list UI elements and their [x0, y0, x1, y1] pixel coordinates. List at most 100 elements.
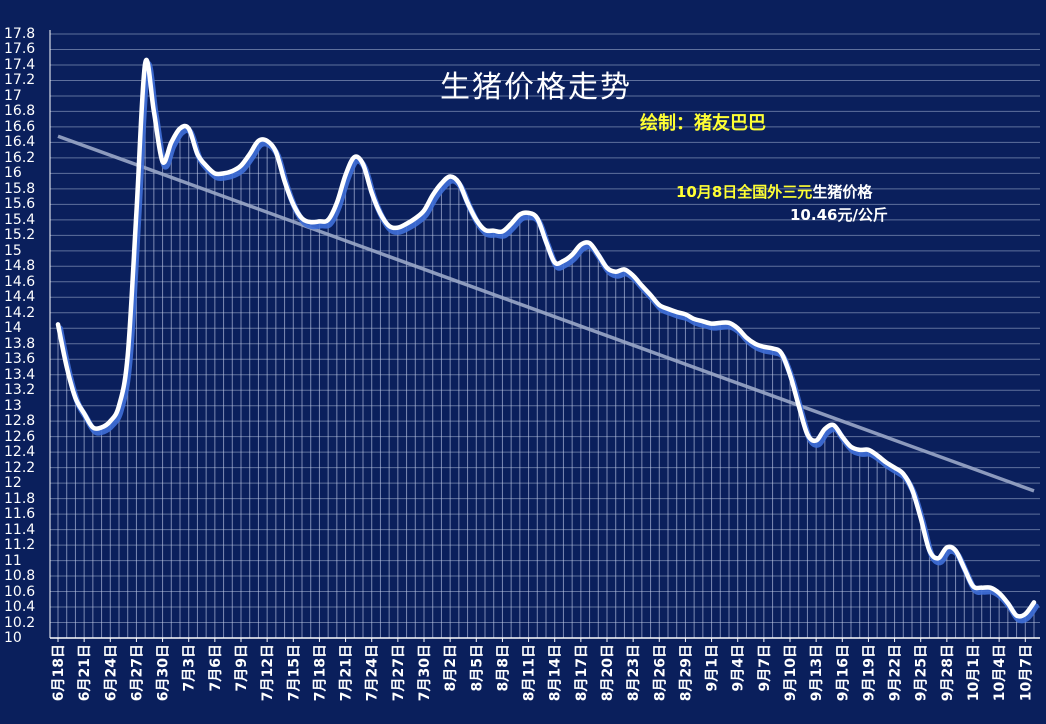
x-tick-label: 7月30日	[417, 644, 433, 701]
y-tick-label: 16.2	[4, 149, 36, 166]
data-point	[326, 218, 330, 222]
y-tick-label: 10.6	[4, 583, 36, 600]
data-point	[361, 162, 365, 166]
data-point	[178, 126, 182, 130]
data-point	[483, 228, 487, 232]
data-point	[866, 448, 870, 452]
data-point	[954, 548, 958, 552]
x-tick-label: 10月7日	[1018, 644, 1034, 701]
data-point	[605, 266, 609, 270]
data-point	[666, 307, 670, 311]
data-point	[971, 584, 975, 588]
data-point	[509, 222, 513, 226]
y-tick-label: 11.2	[4, 537, 36, 554]
x-tick-label: 9月10日	[783, 644, 799, 701]
data-point	[596, 253, 600, 257]
data-point	[814, 439, 818, 443]
data-point	[405, 222, 409, 226]
data-point	[919, 516, 923, 520]
data-point	[962, 566, 966, 570]
price-annotation-line1: 10月8日全国外三元生猪价格	[676, 181, 872, 202]
x-tick-label: 8月20日	[600, 644, 616, 701]
data-point	[579, 243, 583, 247]
y-tick-label: 15.8	[4, 180, 36, 197]
data-point	[988, 586, 992, 590]
data-point	[500, 229, 504, 233]
y-tick-label: 10	[4, 630, 22, 646]
data-point	[439, 181, 443, 185]
x-tick-label: 9月13日	[809, 644, 825, 701]
data-point	[230, 169, 234, 173]
price-annotation-highlight: 10月8日全国外三元	[676, 183, 813, 201]
data-point	[701, 319, 705, 323]
data-point	[570, 253, 574, 257]
data-point	[352, 155, 356, 159]
y-tick-label: 13.6	[4, 351, 36, 368]
data-point	[300, 216, 304, 220]
y-tick-label: 17.4	[4, 56, 36, 73]
y-tick-label: 12	[4, 475, 22, 492]
y-tick-label: 15.2	[4, 227, 36, 244]
x-tick-label: 6月27日	[129, 644, 145, 701]
data-point	[797, 404, 801, 408]
y-tick-label: 16.6	[4, 118, 36, 135]
data-point	[344, 173, 348, 177]
data-point	[108, 419, 112, 423]
data-point	[753, 342, 757, 346]
data-point	[1006, 601, 1010, 605]
data-point	[858, 448, 862, 452]
data-point	[683, 312, 687, 316]
x-tick-label: 8月2日	[443, 644, 459, 691]
y-tick-label: 12.2	[4, 459, 36, 476]
y-tick-label: 14.6	[4, 273, 36, 290]
y-tick-label: 17.2	[4, 72, 36, 89]
y-tick-label: 10.8	[4, 568, 36, 585]
y-tick-label: 16.8	[4, 103, 36, 120]
data-point	[126, 353, 130, 357]
data-point	[274, 150, 278, 154]
data-point	[823, 427, 827, 431]
x-tick-label: 8月29日	[678, 644, 694, 701]
data-point	[396, 226, 400, 230]
y-tick-label: 14.2	[4, 304, 36, 321]
data-point	[631, 274, 635, 278]
x-tick-label: 10月1日	[966, 644, 982, 701]
data-point	[309, 220, 313, 224]
data-point	[387, 224, 391, 228]
y-tick-label: 14.4	[4, 289, 36, 306]
data-point	[474, 218, 478, 222]
y-tick-label: 16.4	[4, 134, 36, 151]
x-tick-label: 9月16日	[835, 644, 851, 701]
data-point	[143, 61, 147, 65]
x-tick-label: 10月4日	[992, 644, 1008, 701]
data-point	[649, 293, 653, 297]
y-tick-label: 13.4	[4, 366, 36, 383]
data-point	[884, 460, 888, 464]
data-point	[422, 209, 426, 213]
data-point	[553, 260, 557, 264]
data-point	[710, 322, 714, 326]
data-point	[675, 310, 679, 314]
x-tick-label: 7月27日	[391, 644, 407, 701]
data-point	[82, 411, 86, 415]
y-tick-label: 14	[4, 320, 22, 337]
data-point	[657, 303, 661, 307]
data-point	[248, 152, 252, 156]
data-point	[161, 160, 165, 164]
x-tick-label: 7月3日	[182, 644, 198, 691]
x-tick-label: 9月4日	[731, 644, 747, 691]
x-tick-label: 6月30日	[156, 644, 172, 701]
data-point	[840, 435, 844, 439]
data-point	[73, 396, 77, 400]
data-point	[134, 210, 138, 214]
data-point	[413, 216, 417, 220]
data-point	[187, 126, 191, 130]
y-tick-label: 11	[4, 552, 22, 569]
data-point	[736, 326, 740, 330]
data-point	[527, 211, 531, 215]
chart-title: 生猪价格走势	[440, 70, 632, 105]
data-point	[718, 321, 722, 325]
data-point	[640, 284, 644, 288]
data-point	[788, 373, 792, 377]
y-tick-label: 15.6	[4, 196, 36, 213]
